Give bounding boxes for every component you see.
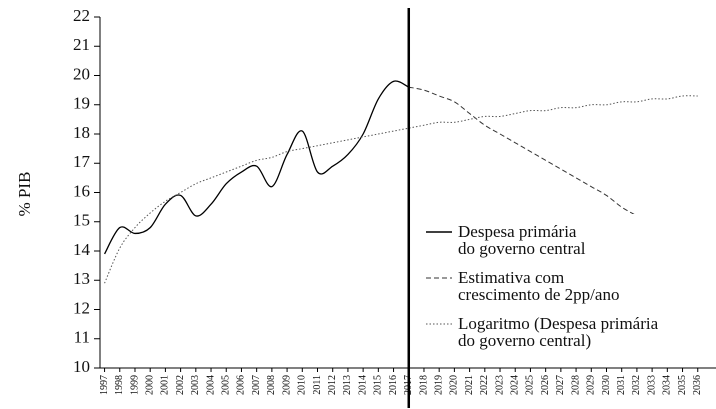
x-tick-label: 2003 bbox=[190, 375, 201, 395]
x-tick-label: 2005 bbox=[221, 375, 232, 395]
y-tick-label: 22 bbox=[73, 6, 90, 25]
x-tick-label: 2035 bbox=[677, 375, 688, 395]
legend-background bbox=[420, 214, 714, 354]
x-tick-label: 2027 bbox=[555, 375, 566, 395]
x-tick-label: 2006 bbox=[236, 375, 247, 395]
x-tick-label: 2025 bbox=[525, 375, 536, 395]
y-tick-label: 17 bbox=[73, 152, 91, 171]
x-tick-label: 2020 bbox=[449, 375, 460, 395]
y-tick-label: 20 bbox=[73, 64, 90, 83]
x-tick-label: 2002 bbox=[175, 375, 186, 395]
x-tick-label: 2016 bbox=[388, 375, 399, 395]
x-tick-label: 2001 bbox=[160, 375, 171, 395]
y-tick-label: 18 bbox=[73, 123, 90, 142]
legend-line: Despesa primária bbox=[458, 222, 577, 241]
x-tick-label: 2010 bbox=[297, 375, 308, 395]
x-tick-label: 2000 bbox=[144, 375, 155, 395]
y-tick-label: 19 bbox=[73, 94, 90, 113]
legend-label: Logaritmo (Despesa primária do governo ce… bbox=[458, 314, 659, 350]
x-tick-label: 2024 bbox=[510, 375, 521, 395]
x-tick-label: 2019 bbox=[433, 375, 444, 395]
y-tick-label: 14 bbox=[73, 240, 91, 259]
x-tick-label: 2032 bbox=[631, 375, 642, 395]
x-tick-label: 2022 bbox=[479, 375, 490, 395]
x-tick-label: 2009 bbox=[281, 375, 292, 395]
legend-line: Estimativa com bbox=[458, 268, 564, 287]
y-tick-label: 16 bbox=[73, 181, 90, 200]
legend-line: crescimento de 2pp/ano bbox=[458, 285, 619, 304]
legend-line: Logaritmo (Despesa primária bbox=[458, 314, 659, 333]
x-tick-label: 2014 bbox=[357, 375, 368, 395]
legend-label: Estimativa com crescimento de 2pp/ano bbox=[458, 268, 619, 304]
legend-line: do governo central bbox=[458, 239, 586, 258]
x-tick-label: 2007 bbox=[251, 375, 262, 395]
y-tick-label: 11 bbox=[74, 328, 90, 347]
legend-line: do governo central) bbox=[458, 331, 591, 350]
x-tick-label: 2012 bbox=[327, 375, 338, 395]
x-tick-label: 2034 bbox=[662, 375, 673, 395]
legend-label: Despesa primária do governo central bbox=[458, 222, 586, 258]
x-tick-label: 2011 bbox=[312, 375, 323, 395]
x-tick-label: 2028 bbox=[570, 375, 581, 395]
y-tick-label: 12 bbox=[73, 298, 90, 317]
y-tick-label: 10 bbox=[73, 357, 90, 376]
series-line bbox=[103, 80, 410, 255]
x-tick-label: 2033 bbox=[646, 375, 657, 395]
x-tick-label: 1999 bbox=[129, 375, 140, 395]
x-tick-label: 2036 bbox=[692, 375, 703, 395]
y-tick-label: 13 bbox=[73, 269, 90, 288]
series-line bbox=[408, 86, 699, 261]
x-tick-label: 1998 bbox=[114, 375, 125, 395]
x-tick-label: 2013 bbox=[342, 375, 353, 395]
x-tick-label: 2004 bbox=[205, 375, 216, 395]
x-tick-label: 2018 bbox=[418, 375, 429, 395]
x-tick-label: 2008 bbox=[266, 375, 277, 395]
x-tick-label: 2031 bbox=[616, 375, 627, 395]
x-tick-label: 2030 bbox=[601, 375, 612, 395]
y-axis-label: % PIB bbox=[15, 172, 34, 217]
y-tick-label: 15 bbox=[73, 211, 90, 230]
x-tick-label: 1997 bbox=[99, 375, 110, 395]
x-tick-label: 2015 bbox=[373, 375, 384, 395]
y-tick-label: 21 bbox=[73, 35, 90, 54]
x-tick-label: 2029 bbox=[586, 375, 597, 395]
x-tick-label: 2023 bbox=[494, 375, 505, 395]
x-tick-label: 2026 bbox=[540, 375, 551, 395]
series-line bbox=[104, 95, 698, 284]
x-tick-label: 2021 bbox=[464, 375, 475, 395]
